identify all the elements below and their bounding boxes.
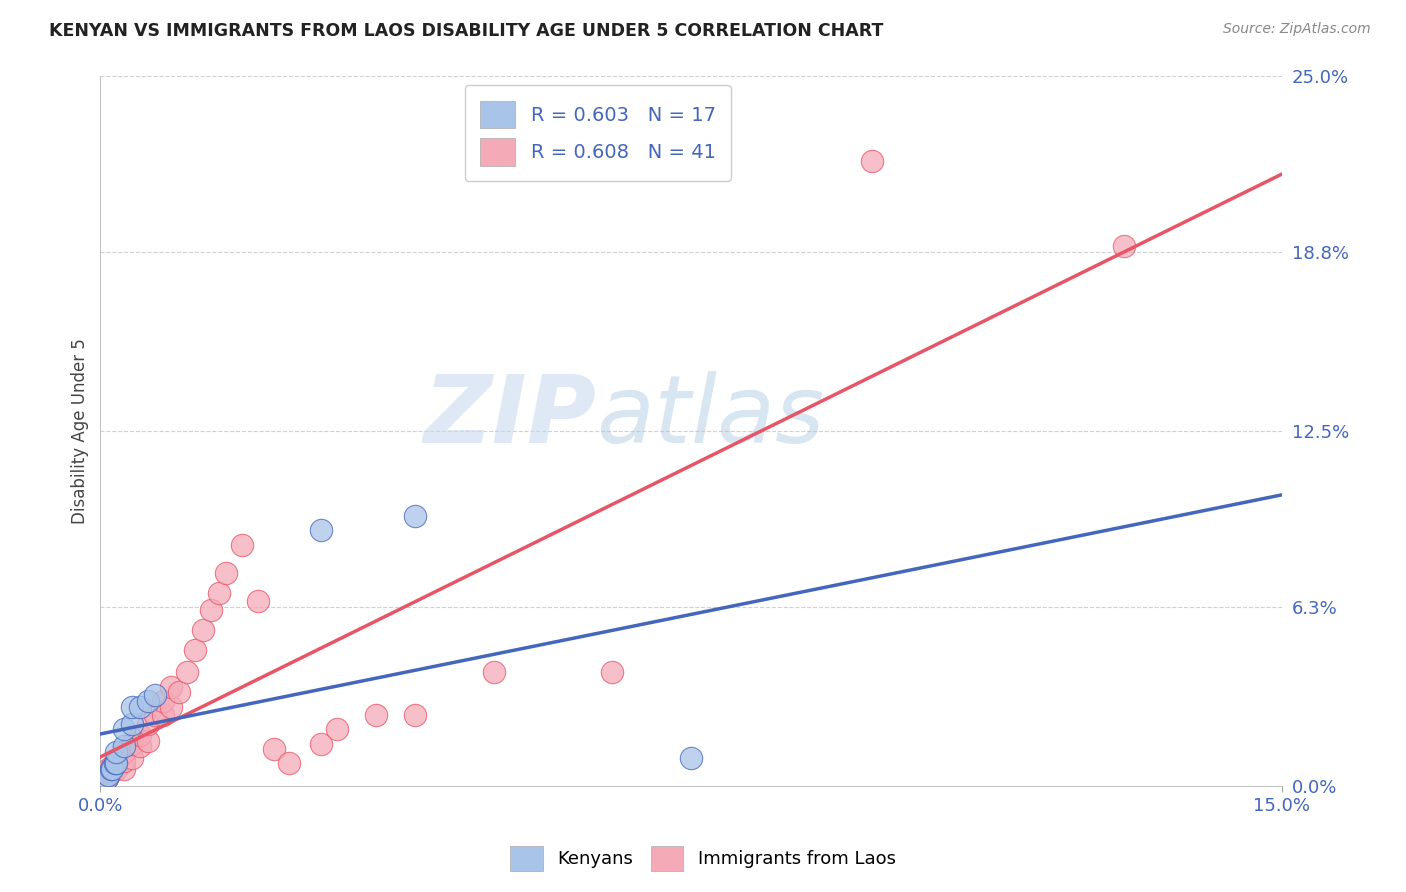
Point <box>681 750 703 764</box>
Point <box>160 699 183 714</box>
Point <box>100 764 122 779</box>
Text: ZIP: ZIP <box>423 370 596 463</box>
Point <box>112 739 135 754</box>
Point <box>101 759 124 773</box>
Point <box>1114 239 1136 253</box>
Point <box>121 716 143 731</box>
Point <box>96 771 118 785</box>
Point <box>246 594 269 608</box>
Point <box>278 756 301 771</box>
Point <box>105 745 128 759</box>
Point <box>325 723 347 737</box>
Point <box>167 685 190 699</box>
Point <box>121 737 143 751</box>
Point <box>309 524 332 538</box>
Point <box>263 742 285 756</box>
Point <box>96 771 118 785</box>
Point <box>93 773 115 788</box>
Point <box>184 642 207 657</box>
Point <box>207 586 229 600</box>
Point <box>112 723 135 737</box>
Point <box>105 756 128 771</box>
Point <box>105 754 128 768</box>
Point <box>602 665 624 680</box>
Point <box>100 762 122 776</box>
Point <box>231 537 253 551</box>
Point <box>145 688 167 702</box>
Legend: Kenyans, Immigrants from Laos: Kenyans, Immigrants from Laos <box>503 838 903 879</box>
Point <box>191 623 214 637</box>
Point <box>136 733 159 747</box>
Point <box>128 699 150 714</box>
Legend: R = 0.603   N = 17, R = 0.608   N = 41: R = 0.603 N = 17, R = 0.608 N = 41 <box>464 86 731 181</box>
Point <box>128 728 150 742</box>
Text: KENYAN VS IMMIGRANTS FROM LAOS DISABILITY AGE UNDER 5 CORRELATION CHART: KENYAN VS IMMIGRANTS FROM LAOS DISABILIT… <box>49 22 883 40</box>
Point <box>200 603 222 617</box>
Point <box>145 708 167 723</box>
Point <box>112 745 135 759</box>
Point <box>97 768 120 782</box>
Point <box>364 708 387 723</box>
Point <box>152 694 174 708</box>
Point <box>309 737 332 751</box>
Text: Source: ZipAtlas.com: Source: ZipAtlas.com <box>1223 22 1371 37</box>
Point <box>112 762 135 776</box>
Y-axis label: Disability Age Under 5: Disability Age Under 5 <box>72 338 89 524</box>
Point <box>105 762 128 776</box>
Point <box>121 699 143 714</box>
Point <box>176 665 198 680</box>
Point <box>112 754 135 768</box>
Point <box>160 680 183 694</box>
Point <box>128 739 150 754</box>
Point <box>136 694 159 708</box>
Point <box>121 750 143 764</box>
Point <box>404 509 426 524</box>
Point <box>97 768 120 782</box>
Point <box>136 716 159 731</box>
Point <box>103 756 125 771</box>
Point <box>97 762 120 776</box>
Point <box>860 153 883 168</box>
Point <box>101 762 124 776</box>
Point <box>482 665 505 680</box>
Point <box>404 708 426 723</box>
Text: atlas: atlas <box>596 371 825 462</box>
Point <box>215 566 238 580</box>
Point <box>152 708 174 723</box>
